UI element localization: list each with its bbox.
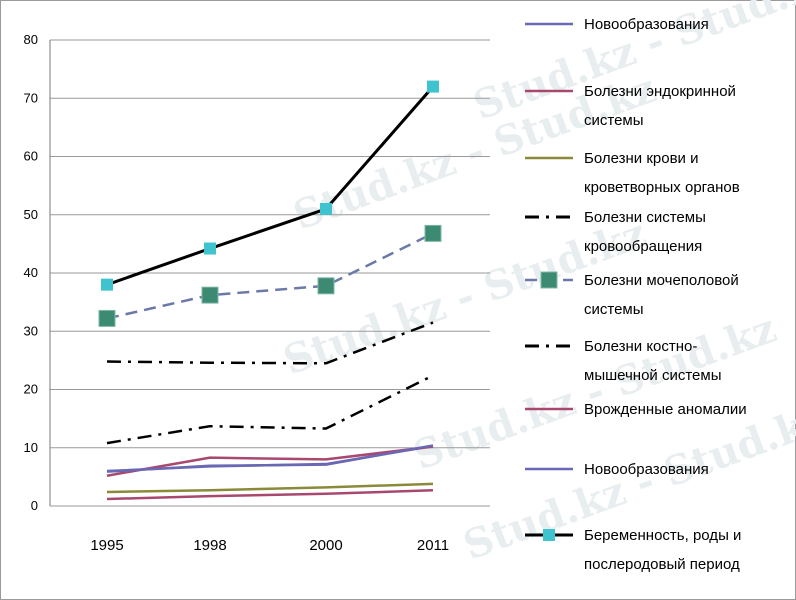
legend-label-5: системы	[584, 301, 644, 318]
series-line-7	[106, 489, 434, 501]
legend-label-3: Болезни крови и	[584, 150, 698, 167]
data-point-marker	[201, 286, 219, 304]
legend-label-9: Беременность, роды и	[584, 527, 741, 544]
legend-label-4: кровообращения	[584, 238, 702, 255]
y-tick-label: 60	[24, 149, 38, 164]
y-tick-label: 30	[24, 323, 38, 338]
data-point-marker	[98, 309, 116, 327]
y-tick-label: 70	[24, 90, 38, 105]
data-point-marker	[204, 242, 216, 255]
series-line-5	[106, 232, 434, 320]
legend-label-4: Болезни системы	[584, 209, 706, 226]
y-tick-label: 50	[24, 207, 38, 222]
legend-label-2: Болезни эндокринной	[584, 83, 736, 100]
legend-label-2: системы	[584, 112, 644, 129]
series-line-4	[106, 321, 434, 365]
x-tick-label: 2000	[309, 537, 342, 554]
x-tick-label: 1998	[193, 537, 226, 554]
data-point-marker	[427, 80, 439, 93]
y-tick-label: 0	[31, 498, 38, 513]
series-line-3	[106, 482, 434, 494]
legend-label-5: Болезни мочеполовой	[584, 272, 739, 289]
watermark-text: Stud.kz - Stud.kz	[277, 210, 652, 385]
legend-label-3: кроветворных органов	[584, 179, 740, 196]
series-line-6	[106, 374, 434, 445]
legend-label-1: Новообразования	[584, 16, 709, 33]
legend-label-7: Врожденные аномалии	[584, 401, 747, 418]
data-point-marker	[317, 277, 335, 295]
series-line-2	[106, 445, 434, 477]
series-line-8	[106, 444, 434, 473]
x-tick-label: 2011	[417, 537, 449, 554]
y-tick-label: 40	[24, 265, 38, 280]
legend-marker	[540, 271, 558, 289]
series-line-9	[106, 85, 435, 287]
data-point-marker	[101, 278, 113, 291]
y-tick-label: 10	[24, 440, 38, 455]
y-tick-label: 20	[24, 382, 38, 397]
y-tick-label: 80	[24, 32, 38, 47]
data-point-marker	[320, 202, 332, 215]
legend-marker	[543, 529, 555, 541]
legend-label-6: Болезни костно-	[584, 338, 697, 355]
legend-label-8: Новообразования	[584, 461, 709, 478]
legend-label-9: послеродовый период	[584, 556, 740, 573]
x-tick-label: 1995	[90, 537, 123, 554]
data-point-marker	[424, 224, 442, 242]
legend-label-6: мышечной системы	[584, 367, 721, 384]
